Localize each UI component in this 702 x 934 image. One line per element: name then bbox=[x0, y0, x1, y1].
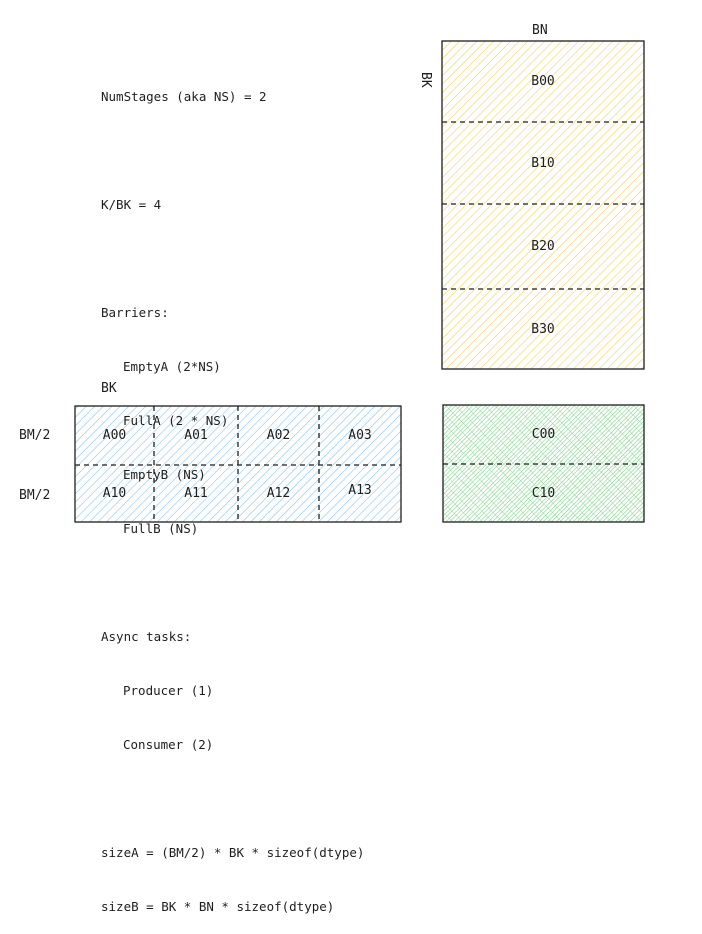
note-line bbox=[101, 790, 364, 808]
matrix-a-cell: A02 bbox=[266, 428, 291, 443]
matrix-a-row-label: BM/2 bbox=[19, 488, 51, 503]
matrix-b-cell: B30 bbox=[531, 321, 555, 337]
matrix-a-cell: A00 bbox=[102, 428, 127, 443]
matrix-a-row-label: BM/2 bbox=[19, 428, 51, 443]
matrix-a-cell: A01 bbox=[184, 428, 208, 443]
matrix-a bbox=[74, 405, 402, 523]
note-line: Barriers: bbox=[101, 305, 169, 320]
note-line: K/BK = 4 bbox=[101, 197, 162, 212]
matrix-b-side-label: BK bbox=[418, 72, 433, 88]
matrix-a-cell: A03 bbox=[348, 428, 372, 443]
matrix-b-top-label: BN bbox=[532, 23, 548, 38]
matrix-b-border bbox=[441, 40, 645, 370]
matrix-b-cell: B10 bbox=[531, 155, 555, 171]
diagram-canvas bbox=[74, 40, 645, 523]
matrix-a-top-label: BK bbox=[101, 381, 117, 396]
matrix-a-cell: A10 bbox=[102, 486, 127, 501]
note-line: EmptyA (2*NS) bbox=[123, 359, 221, 374]
matrix-c bbox=[442, 404, 645, 523]
matrix-c-cell: C00 bbox=[531, 427, 556, 442]
note-line: Consumer (2) bbox=[123, 737, 214, 752]
note-line: sizeA = (BM/2) * BK * sizeof(dtype) bbox=[101, 845, 365, 860]
note-line: sizeB = BK * BN * sizeof(dtype) bbox=[101, 899, 335, 914]
note-line: EmptyB (NS) bbox=[123, 467, 206, 482]
note-line: FullA (2 * NS) bbox=[123, 413, 229, 428]
matrix-b bbox=[441, 40, 645, 370]
note-line bbox=[101, 574, 364, 592]
matrix-a-cell: A11 bbox=[184, 486, 208, 501]
note-line bbox=[101, 142, 364, 160]
matrix-c-cell: C10 bbox=[531, 485, 556, 501]
matrix-a-cell: A13 bbox=[348, 482, 372, 498]
note-line bbox=[101, 250, 364, 268]
note-line: NumStages (aka NS) = 2 bbox=[101, 89, 267, 104]
note-line: Async tasks: bbox=[101, 629, 192, 644]
matrix-b-cell: B00 bbox=[531, 74, 555, 89]
matrix-a-cell: A12 bbox=[266, 486, 291, 501]
note-line: Producer (1) bbox=[123, 683, 214, 698]
note-line: FullB (NS) bbox=[123, 521, 199, 536]
matrix-b-cell: B20 bbox=[531, 239, 555, 254]
